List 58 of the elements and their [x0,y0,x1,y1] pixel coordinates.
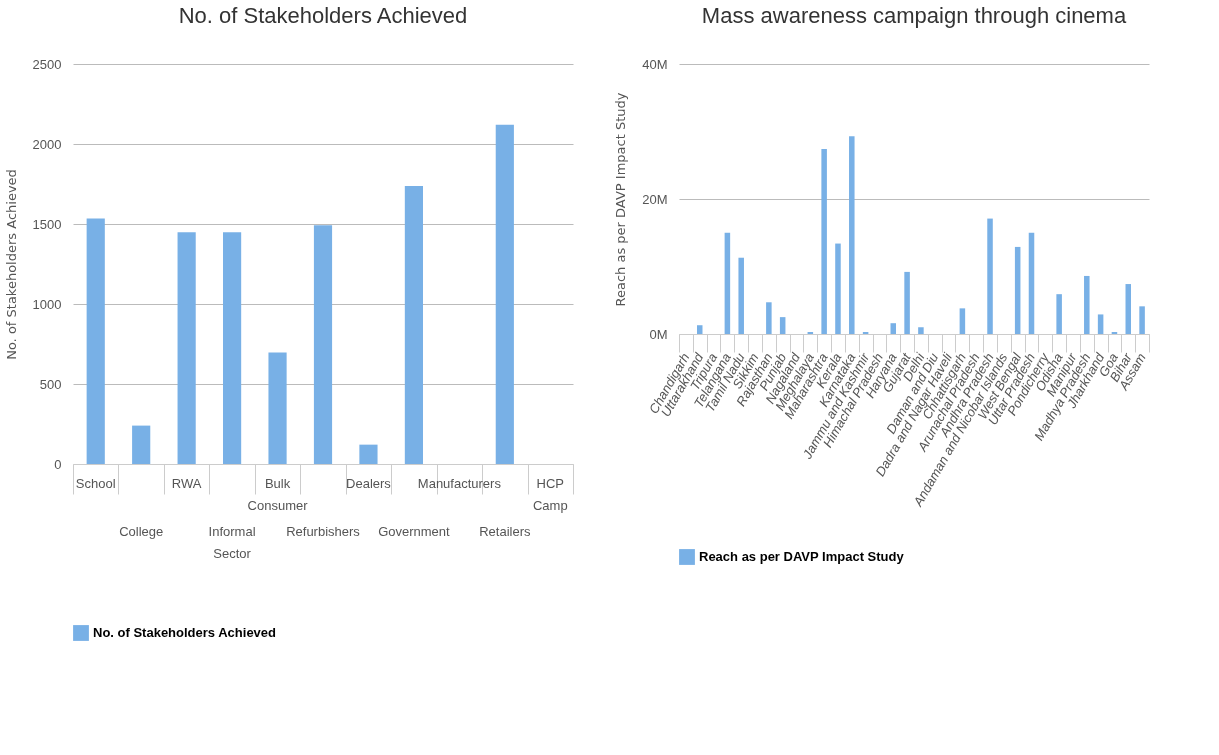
y-tick-label: 2000 [32,136,62,152]
y-axis-title: No. of Stakeholders Achieved [3,169,19,360]
bar [132,425,151,464]
legend-label: Reach as per DAVP Impact Study [699,549,905,564]
bar [404,186,423,464]
bar [1111,331,1118,334]
bar [890,323,897,334]
bar [359,444,378,464]
bar [177,232,196,464]
bar [904,271,910,334]
bar [1097,314,1104,334]
x-tick-label: Bulk Consumer [247,476,309,513]
x-tick-label: Retailers [479,524,531,539]
y-tick-label: 1500 [32,216,62,232]
y-tick-label: 20M [642,191,668,207]
bar [495,124,514,464]
bar [1014,246,1021,334]
chart-title: No. of Stakeholders Achieved [178,3,468,28]
bar [268,352,287,464]
y-axis-title: Reach as per DAVP Impact Study [613,92,629,307]
bar [1125,284,1132,334]
bar [1139,306,1145,334]
bar [1028,232,1035,334]
legend-label: No. of Stakeholders Achieved [93,625,277,640]
bar [724,232,731,334]
bar [959,308,966,334]
y-tick-label: 500 [39,376,62,392]
x-tick-label: School [75,476,116,491]
bar [696,325,703,334]
bar [821,149,827,334]
x-tick-label: Manufacturers [417,476,502,491]
bar [766,302,772,334]
x-tick-label: Informal Sector [208,524,256,561]
y-tick-label: 2500 [32,56,62,72]
y-tick-label: 1000 [32,296,62,312]
x-tick-label: College [119,524,164,539]
y-tick-label: 0 [54,456,62,472]
bar [849,136,855,334]
bar [918,327,924,334]
bar [779,317,786,334]
x-tick-label: Government [378,524,451,539]
chart-title: Mass awareness campaign through cinema [701,3,1127,28]
bar [1084,275,1090,334]
x-tick-label: Refurbishers [286,524,361,539]
bar [835,243,841,334]
y-tick-label: 0M [649,326,668,342]
x-tick-label: Dealers [346,476,392,491]
y-tick-label: 40M [642,56,668,72]
bar [313,225,333,464]
bar [1056,294,1062,334]
bar [987,218,993,334]
bar [86,218,105,464]
bar [862,331,869,334]
x-tick-label: RWA [171,476,202,491]
bar [738,257,744,334]
bar [807,331,814,334]
x-tick-label: HCP Camp [532,476,568,513]
bar [223,232,242,464]
